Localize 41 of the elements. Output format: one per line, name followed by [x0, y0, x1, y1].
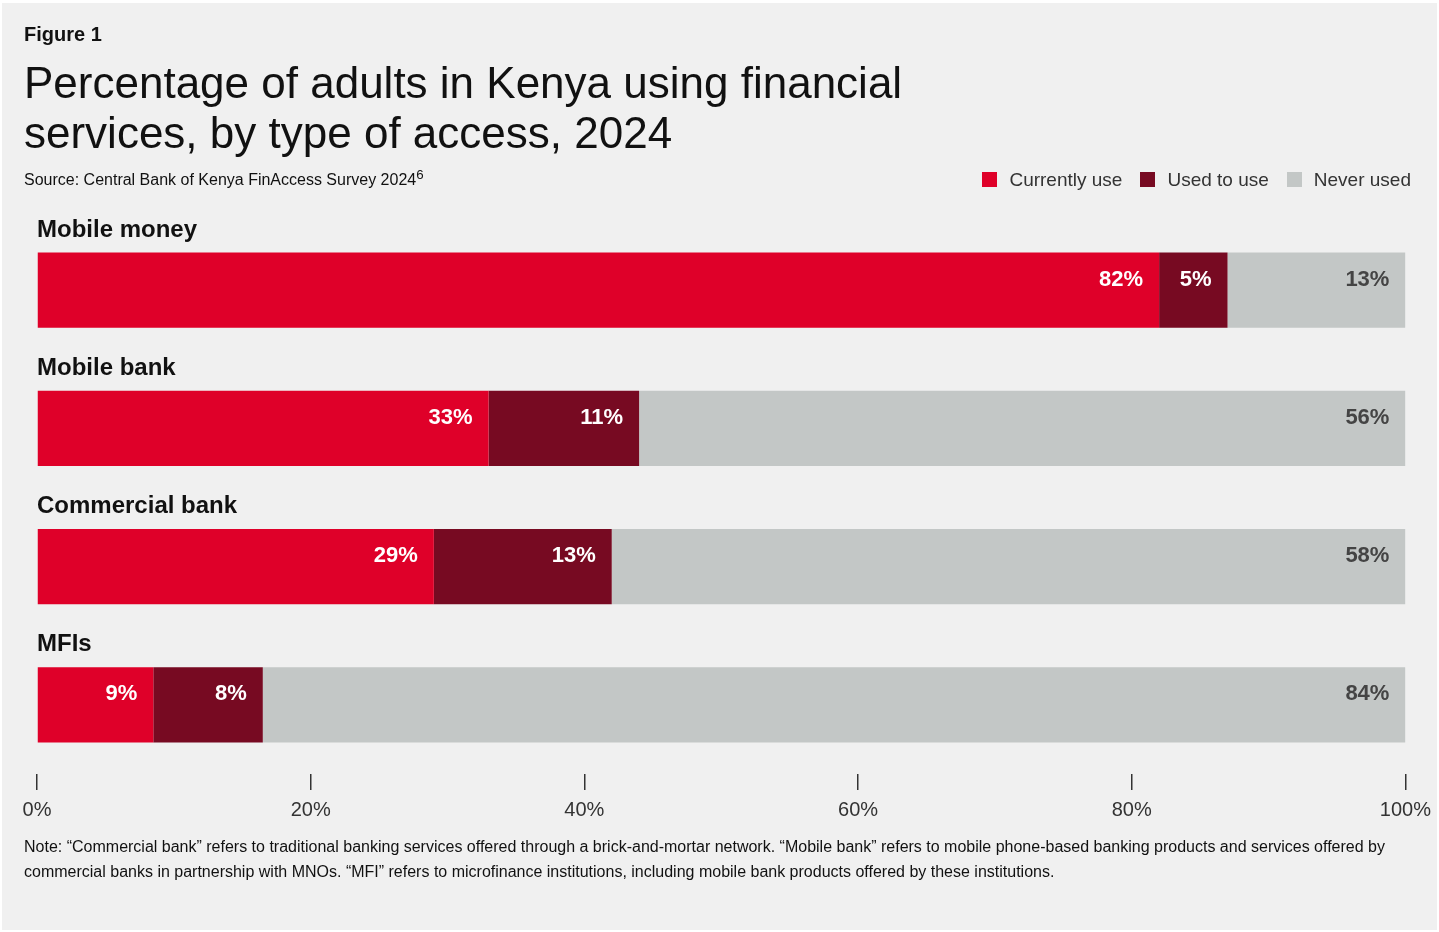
chart-subtitle: Figure 1 [24, 23, 102, 46]
x-tick-label: 100% [1379, 797, 1432, 820]
legend-label: Never used [1312, 169, 1411, 191]
bar [153, 667, 263, 743]
x-tick-label: 20% [290, 797, 331, 820]
data-label: 11% [580, 403, 624, 429]
bar [37, 252, 1160, 328]
bar [1159, 252, 1228, 328]
x-tick-label: 0% [22, 797, 52, 820]
x-tick-label: 40% [564, 797, 605, 820]
x-tick-label: 80% [1111, 797, 1152, 820]
chart-title: Percentage of adults in Kenya using financial services, by type of access, 2024 [24, 58, 904, 158]
bar [1227, 252, 1406, 328]
text: Note: “Commercial bank” refers to traditional banking services offered through a brick-and-mortar network. “Mobile bank” refers to mobile phone-based banking products and services offered by commercial banks in partnership with MNOs. “MFI” refers to microfinance institutions, including mobile bank products offered by these institutions. [24, 837, 1386, 882]
data-label: 8% [214, 680, 247, 706]
bar [262, 667, 1406, 743]
bar [37, 529, 434, 605]
data-label: 13% [1345, 265, 1390, 291]
data-label: 82% [1099, 265, 1144, 291]
data-label: 5% [1179, 265, 1212, 291]
data-label: 56% [1345, 403, 1390, 429]
legend-label: Currently use [1008, 169, 1123, 191]
bar [488, 390, 640, 466]
data-label: 13% [551, 542, 596, 568]
data-label: 9% [105, 680, 138, 706]
y-tick-label: Mobile bank [37, 352, 177, 380]
data-label: 33% [428, 403, 473, 429]
x-tick-label: 60% [838, 797, 879, 820]
data-label: 58% [1345, 542, 1390, 568]
y-tick-label: Mobile money [37, 214, 198, 242]
legend-label: Used to use [1166, 169, 1269, 191]
data-label: 84% [1345, 680, 1390, 706]
y-tick-label: Commercial bank [37, 491, 238, 519]
bar [639, 390, 1406, 466]
bar [37, 390, 489, 466]
annotation: Source: Central Bank of Kenya FinAccess Survey 2024$^{6}$ [24, 167, 424, 190]
data-label: 29% [373, 542, 418, 568]
y-tick-label: MFIs [37, 629, 92, 657]
bar [433, 529, 612, 605]
bar [37, 667, 154, 743]
bar [611, 529, 1406, 605]
